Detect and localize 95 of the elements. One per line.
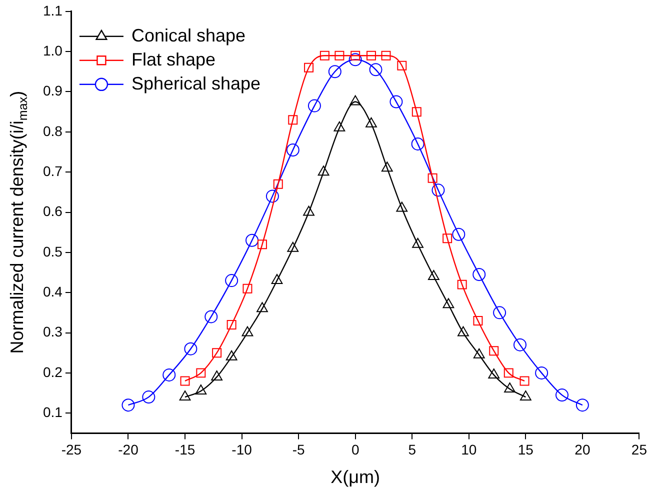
point <box>428 173 438 183</box>
point <box>287 242 299 252</box>
point <box>457 280 467 290</box>
x-tick-label: 10 <box>461 441 477 458</box>
x-tick-label: 0 <box>351 441 360 458</box>
point <box>350 95 362 106</box>
x-tick-label: 5 <box>408 441 416 458</box>
y-tick-label: 1.1 <box>42 2 63 18</box>
y-tick-label: 1.0 <box>42 42 63 58</box>
point <box>488 368 500 378</box>
point <box>411 137 424 150</box>
legend-label: Spherical shape <box>131 73 261 94</box>
point <box>271 274 283 284</box>
y-tick-label: 0.8 <box>42 122 63 139</box>
point <box>242 326 254 336</box>
point <box>432 184 445 197</box>
point <box>412 238 424 248</box>
point <box>381 50 391 60</box>
point <box>520 390 532 401</box>
point <box>180 376 190 386</box>
y-tick-label: 0.3 <box>42 324 63 340</box>
point <box>412 107 422 117</box>
point <box>442 298 454 308</box>
point <box>288 115 298 125</box>
y-tick-label: 0.1 <box>42 404 63 420</box>
point <box>473 316 483 326</box>
y-tick-label: 0.4 <box>42 283 63 300</box>
y-tick-label: 0.5 <box>42 243 63 260</box>
point <box>211 370 223 380</box>
point <box>366 50 376 60</box>
point <box>535 366 548 380</box>
point <box>162 368 176 382</box>
y-axis-title: Normalized current density(i/imax) <box>6 90 30 354</box>
x-tick-label: 25 <box>631 441 648 458</box>
y-tick-label: 0.6 <box>42 203 63 220</box>
point <box>122 398 135 412</box>
point <box>442 234 452 244</box>
point <box>458 326 469 336</box>
point <box>576 398 589 412</box>
legend-label: Conical shape <box>131 25 246 46</box>
point <box>334 50 344 60</box>
point <box>226 350 238 360</box>
point <box>513 338 526 352</box>
point <box>348 53 362 66</box>
point <box>195 384 207 395</box>
y-tick-label: 0.7 <box>42 162 63 179</box>
point <box>303 206 314 216</box>
point <box>390 95 403 108</box>
point <box>184 342 198 356</box>
point <box>489 346 499 356</box>
point <box>226 320 236 330</box>
point <box>142 390 156 404</box>
point <box>328 65 342 78</box>
x-axis-title: X(μm) <box>330 466 380 487</box>
point <box>242 284 252 294</box>
point <box>273 179 283 189</box>
point <box>286 143 300 156</box>
y-tick-label: 0.2 <box>42 364 63 380</box>
x-tick-label: -20 <box>118 441 139 458</box>
point <box>179 390 191 401</box>
point <box>369 63 382 76</box>
point <box>428 270 440 280</box>
legend-label: Flat shape <box>131 49 216 70</box>
point <box>381 162 393 172</box>
point <box>225 274 238 288</box>
point <box>308 99 321 112</box>
x-tick-label: -5 <box>292 441 305 458</box>
x-tick-label: 20 <box>574 441 590 458</box>
point <box>452 228 466 241</box>
point <box>556 388 568 402</box>
point <box>334 121 346 132</box>
x-tick-label: 15 <box>518 441 534 458</box>
point <box>472 268 486 282</box>
point <box>473 348 485 358</box>
point <box>520 376 530 386</box>
point <box>504 368 514 378</box>
point <box>366 117 377 128</box>
x-tick-label: -15 <box>174 441 196 458</box>
point <box>396 202 408 212</box>
y-tick-label: 0.9 <box>42 82 63 99</box>
point <box>256 302 268 312</box>
x-tick-label: -10 <box>232 441 252 458</box>
point <box>318 166 330 176</box>
point <box>493 306 506 320</box>
x-tick-label: -25 <box>61 441 82 458</box>
point <box>246 234 259 247</box>
point <box>196 368 206 378</box>
point <box>304 62 314 72</box>
point <box>204 310 218 324</box>
point <box>257 240 267 250</box>
point <box>266 190 279 203</box>
point <box>320 50 330 60</box>
point <box>397 60 407 70</box>
point <box>212 348 222 358</box>
point <box>504 382 516 393</box>
